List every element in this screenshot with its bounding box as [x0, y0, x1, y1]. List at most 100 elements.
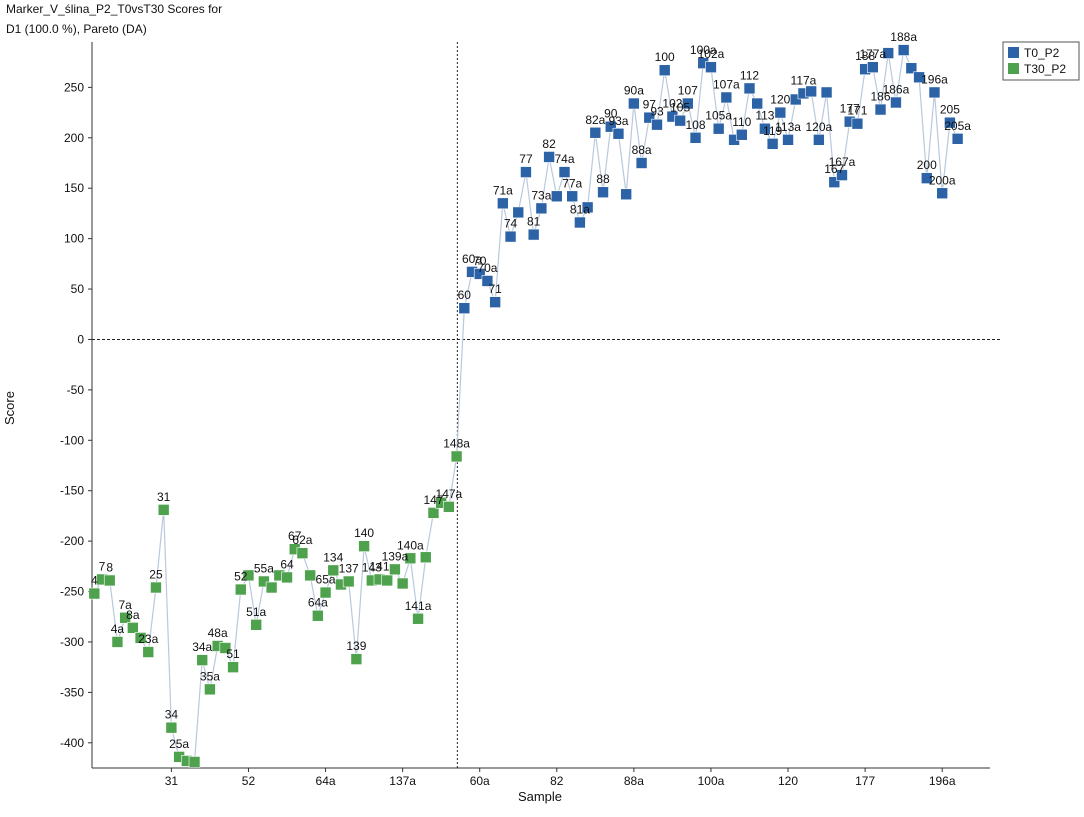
y-tick-label: 50 — [71, 282, 85, 296]
point-label: 137 — [339, 561, 359, 575]
data-point — [890, 96, 902, 109]
data-point — [419, 551, 432, 564]
data-point — [312, 609, 324, 622]
point-label: 196a — [921, 72, 948, 86]
data-point — [689, 131, 702, 144]
data-point — [897, 44, 910, 56]
data-point — [589, 126, 602, 139]
data-point — [828, 176, 841, 188]
data-point — [443, 501, 455, 513]
x-tick-label: 196a — [929, 774, 956, 788]
x-tick-label: 137a — [389, 774, 416, 788]
data-point — [127, 622, 139, 634]
data-point — [527, 228, 540, 241]
point-label: 4a — [111, 622, 125, 636]
point-label: 186a — [883, 83, 910, 97]
data-point — [543, 151, 555, 163]
y-tick-label: 250 — [64, 80, 84, 94]
point-label: 8 — [106, 560, 113, 574]
point-label: 25 — [149, 568, 163, 582]
data-point — [836, 169, 848, 181]
x-tick-label: 31 — [165, 774, 179, 788]
data-point — [350, 653, 363, 665]
legend-entry: T0_P2 — [1024, 46, 1060, 60]
point-label: 55a — [254, 561, 274, 575]
point-label: 51a — [246, 605, 266, 619]
point-label: 102a — [698, 47, 725, 61]
point-label: 82a — [585, 113, 605, 127]
data-point — [720, 91, 733, 104]
point-label: 167 — [824, 162, 844, 176]
data-point — [581, 201, 594, 214]
point-label: 52 — [234, 570, 248, 584]
data-point — [427, 507, 440, 519]
data-point — [874, 103, 887, 116]
data-point — [227, 661, 239, 673]
data-point — [497, 197, 509, 210]
chart-title-line2: D1 (100.0 %), Pareto (DA) — [6, 22, 147, 36]
data-point — [944, 116, 956, 129]
point-label: 186 — [871, 90, 891, 104]
data-point — [913, 71, 925, 84]
point-label: 65a — [316, 573, 336, 587]
point-label: 81a — [570, 202, 590, 216]
data-point — [512, 206, 525, 219]
point-label: 140a — [397, 538, 424, 552]
chart-title-line1: Marker_V_ślina_P2_T0vsT30 Scores for — [6, 2, 223, 16]
point-label: 70 — [473, 254, 487, 268]
point-label: 200 — [917, 158, 937, 172]
data-point — [936, 187, 948, 200]
y-tick-label: -250 — [60, 585, 84, 599]
data-point — [682, 97, 694, 110]
x-tick-label: 82 — [550, 774, 564, 788]
data-point — [813, 134, 825, 146]
point-label: 97 — [643, 98, 657, 112]
point-label: 134 — [323, 550, 343, 564]
y-tick-label: 150 — [64, 181, 84, 195]
point-label: 188 — [855, 49, 875, 63]
point-label: 34a — [192, 640, 212, 654]
x-tick-label: 100a — [698, 774, 725, 788]
data-point — [766, 138, 779, 150]
point-label: 113a — [775, 120, 801, 134]
point-label: 120 — [770, 93, 790, 107]
point-label: 119 — [763, 124, 782, 138]
point-label: 60 — [458, 288, 472, 302]
x-tick-label: 52 — [242, 774, 256, 788]
data-point — [396, 577, 409, 590]
point-label: 71a — [493, 183, 513, 197]
data-point — [134, 632, 147, 644]
data-point — [342, 575, 355, 588]
legend-entry: T30_P2 — [1024, 62, 1066, 76]
point-label: 81 — [527, 215, 541, 229]
point-label: 51 — [226, 647, 240, 661]
point-label: 177a — [859, 47, 886, 61]
data-point — [450, 450, 463, 463]
data-point — [504, 230, 517, 243]
point-label: 139a — [382, 549, 409, 563]
data-point — [620, 188, 632, 201]
data-points — [88, 44, 964, 768]
data-point — [358, 540, 370, 552]
point-label: 141a — [405, 599, 432, 613]
legend-swatch — [1008, 63, 1019, 74]
data-point — [743, 82, 756, 95]
data-point — [381, 574, 394, 587]
y-tick-label: -100 — [60, 433, 84, 447]
data-point — [242, 569, 255, 582]
y-tick-label: -50 — [67, 383, 85, 397]
point-label: 88 — [596, 172, 610, 186]
data-point — [782, 134, 794, 146]
data-point — [219, 642, 232, 654]
point-label: 60a — [462, 252, 482, 266]
data-point — [628, 97, 640, 110]
data-point — [119, 611, 131, 624]
y-tick-label: -350 — [60, 685, 84, 699]
point-label: 200a — [929, 173, 956, 187]
y-tick-label: 200 — [64, 131, 84, 145]
point-label: 8a — [126, 608, 140, 622]
point-label: 107 — [678, 84, 698, 98]
data-point — [712, 122, 725, 135]
point-label: 147 — [423, 493, 443, 507]
